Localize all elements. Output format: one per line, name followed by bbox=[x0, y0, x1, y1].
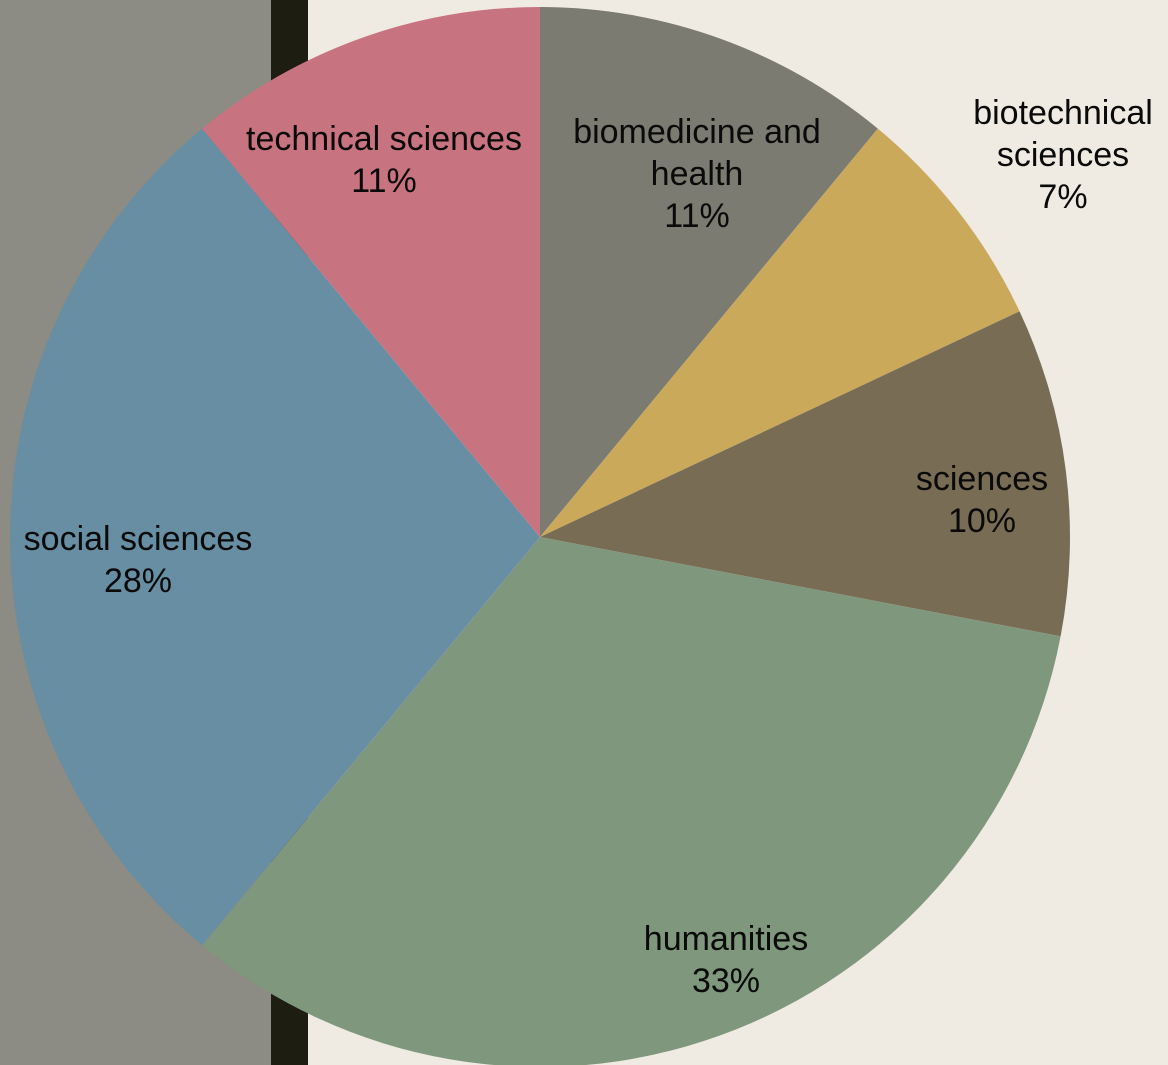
slice-value-label: 33% bbox=[692, 962, 760, 1000]
slice-label-technical-sciences: technical sciences 11% bbox=[246, 120, 522, 200]
slice-value-label: 11% bbox=[351, 162, 417, 200]
slice-value-label: 28% bbox=[104, 562, 172, 600]
slice-name-label: humanities bbox=[644, 920, 808, 958]
slice-value-label: 11% bbox=[664, 197, 730, 235]
pie-slice-sciences bbox=[540, 311, 1070, 637]
pie-slice-biomedicine-and-health bbox=[540, 7, 878, 537]
slice-name-label: technical sciences bbox=[246, 120, 522, 158]
pie-slices bbox=[10, 7, 1070, 1065]
slice-value-label: 7% bbox=[1038, 178, 1087, 216]
slice-name-label: biotechnical bbox=[973, 94, 1153, 132]
slice-label-sciences: sciences 10% bbox=[916, 460, 1048, 540]
slice-label-biotechnical-sciences: biotechnical sciences 7% bbox=[973, 94, 1153, 216]
slice-name-label: biomedicine and bbox=[573, 113, 821, 151]
pie-slice-technical-sciences bbox=[202, 7, 541, 537]
slice-name-label: sciences bbox=[997, 136, 1129, 174]
slice-name-label: sciences bbox=[916, 460, 1048, 498]
slice-label-social-sciences: social sciences 28% bbox=[24, 520, 253, 600]
slice-name-label: health bbox=[651, 155, 744, 193]
slice-label-biomedicine-and-health: biomedicine and health 11% bbox=[573, 113, 821, 235]
pie-labels: biomedicine and health 11% biotechnical scie… bbox=[24, 94, 1153, 1000]
slice-value-label: 10% bbox=[948, 502, 1016, 540]
pie-slice-biotechnical-sciences bbox=[540, 128, 1020, 537]
slice-label-humanities: humanities 33% bbox=[644, 920, 808, 1000]
pie-slice-social-sciences bbox=[10, 128, 540, 946]
pie-slice-humanities bbox=[202, 537, 1061, 1065]
slice-name-label: social sciences bbox=[24, 520, 253, 558]
